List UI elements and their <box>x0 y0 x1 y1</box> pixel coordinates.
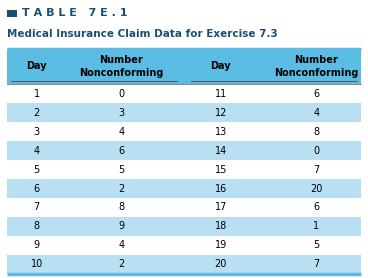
Text: 6: 6 <box>34 183 40 193</box>
Text: 2: 2 <box>34 108 40 118</box>
Text: 4: 4 <box>314 108 319 118</box>
Bar <box>7 122 361 141</box>
Text: 2: 2 <box>118 183 124 193</box>
Text: 7: 7 <box>314 165 319 175</box>
Bar <box>7 198 361 217</box>
Bar <box>7 217 361 236</box>
Text: Number
Nonconforming: Number Nonconforming <box>79 55 164 78</box>
Text: 1: 1 <box>314 222 319 231</box>
Bar <box>7 84 361 103</box>
Text: 5: 5 <box>314 240 319 250</box>
Bar <box>7 255 361 274</box>
Text: 6: 6 <box>314 89 319 99</box>
Text: 0: 0 <box>118 89 124 99</box>
Text: 20: 20 <box>215 259 227 269</box>
Text: 9: 9 <box>34 240 40 250</box>
Text: Medical Insurance Claim Data for Exercise 7.3: Medical Insurance Claim Data for Exercis… <box>7 29 278 39</box>
Text: 5: 5 <box>34 165 40 175</box>
Text: 7: 7 <box>314 259 319 269</box>
Bar <box>7 236 361 255</box>
Text: 4: 4 <box>118 240 124 250</box>
Text: 8: 8 <box>34 222 40 231</box>
Text: 3: 3 <box>118 108 124 118</box>
Bar <box>7 160 361 179</box>
Text: 3: 3 <box>34 126 40 136</box>
Text: 2: 2 <box>118 259 124 269</box>
Text: 18: 18 <box>215 222 227 231</box>
Text: 6: 6 <box>314 202 319 212</box>
Bar <box>7 10 17 17</box>
Text: 4: 4 <box>118 126 124 136</box>
Text: 14: 14 <box>215 146 227 156</box>
Text: 0: 0 <box>314 146 319 156</box>
Text: 19: 19 <box>215 240 227 250</box>
Text: 20: 20 <box>310 183 323 193</box>
Text: 6: 6 <box>118 146 124 156</box>
Text: 10: 10 <box>31 259 43 269</box>
Text: 5: 5 <box>118 165 124 175</box>
Text: Day: Day <box>26 61 47 71</box>
Text: 8: 8 <box>118 202 124 212</box>
Bar <box>7 49 361 84</box>
Text: 9: 9 <box>118 222 124 231</box>
Text: 8: 8 <box>314 126 319 136</box>
Text: Day: Day <box>210 61 231 71</box>
Text: T A B L E   7 E . 1: T A B L E 7 E . 1 <box>22 8 128 18</box>
Text: 15: 15 <box>215 165 227 175</box>
Text: 1: 1 <box>34 89 40 99</box>
Bar <box>7 179 361 198</box>
Text: 17: 17 <box>215 202 227 212</box>
Bar <box>7 103 361 122</box>
Text: 7: 7 <box>34 202 40 212</box>
Bar <box>7 141 361 160</box>
Text: 12: 12 <box>215 108 227 118</box>
Text: 13: 13 <box>215 126 227 136</box>
Text: Number
Nonconforming: Number Nonconforming <box>274 55 359 78</box>
Text: 11: 11 <box>215 89 227 99</box>
Text: 16: 16 <box>215 183 227 193</box>
Text: 4: 4 <box>34 146 40 156</box>
